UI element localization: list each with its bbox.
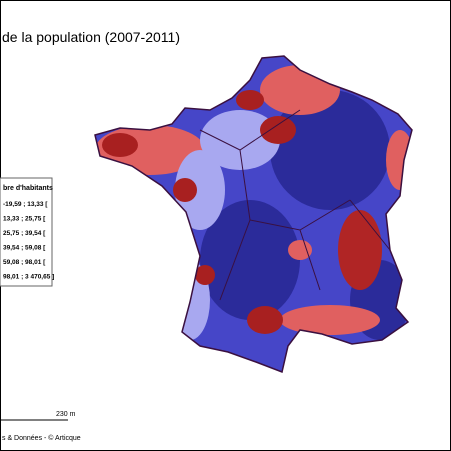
legend-item: 59,08 ; 98,01 [ [3,259,46,266]
legend-box [0,177,53,287]
scale-label: 230 m [56,411,76,418]
source: s & Données - © Articque [2,434,81,442]
map-fill [95,56,412,372]
map-title: de la population (2007-2011) [2,29,180,45]
regions [199,109,391,301]
legend-item: 25,75 ; 39,54 [ [3,230,46,237]
legend-item: -19,59 ; 13,33 [ [3,201,48,208]
legend-item: 98,01 ; 3 470,65 ] [3,274,54,281]
legend-item: 13,33 ; 25,75 [ [3,216,46,223]
legend-item: 39,54 ; 59,08 [ [3,245,46,252]
border [94,55,413,374]
legend-title: bre d'habitants [3,185,53,192]
